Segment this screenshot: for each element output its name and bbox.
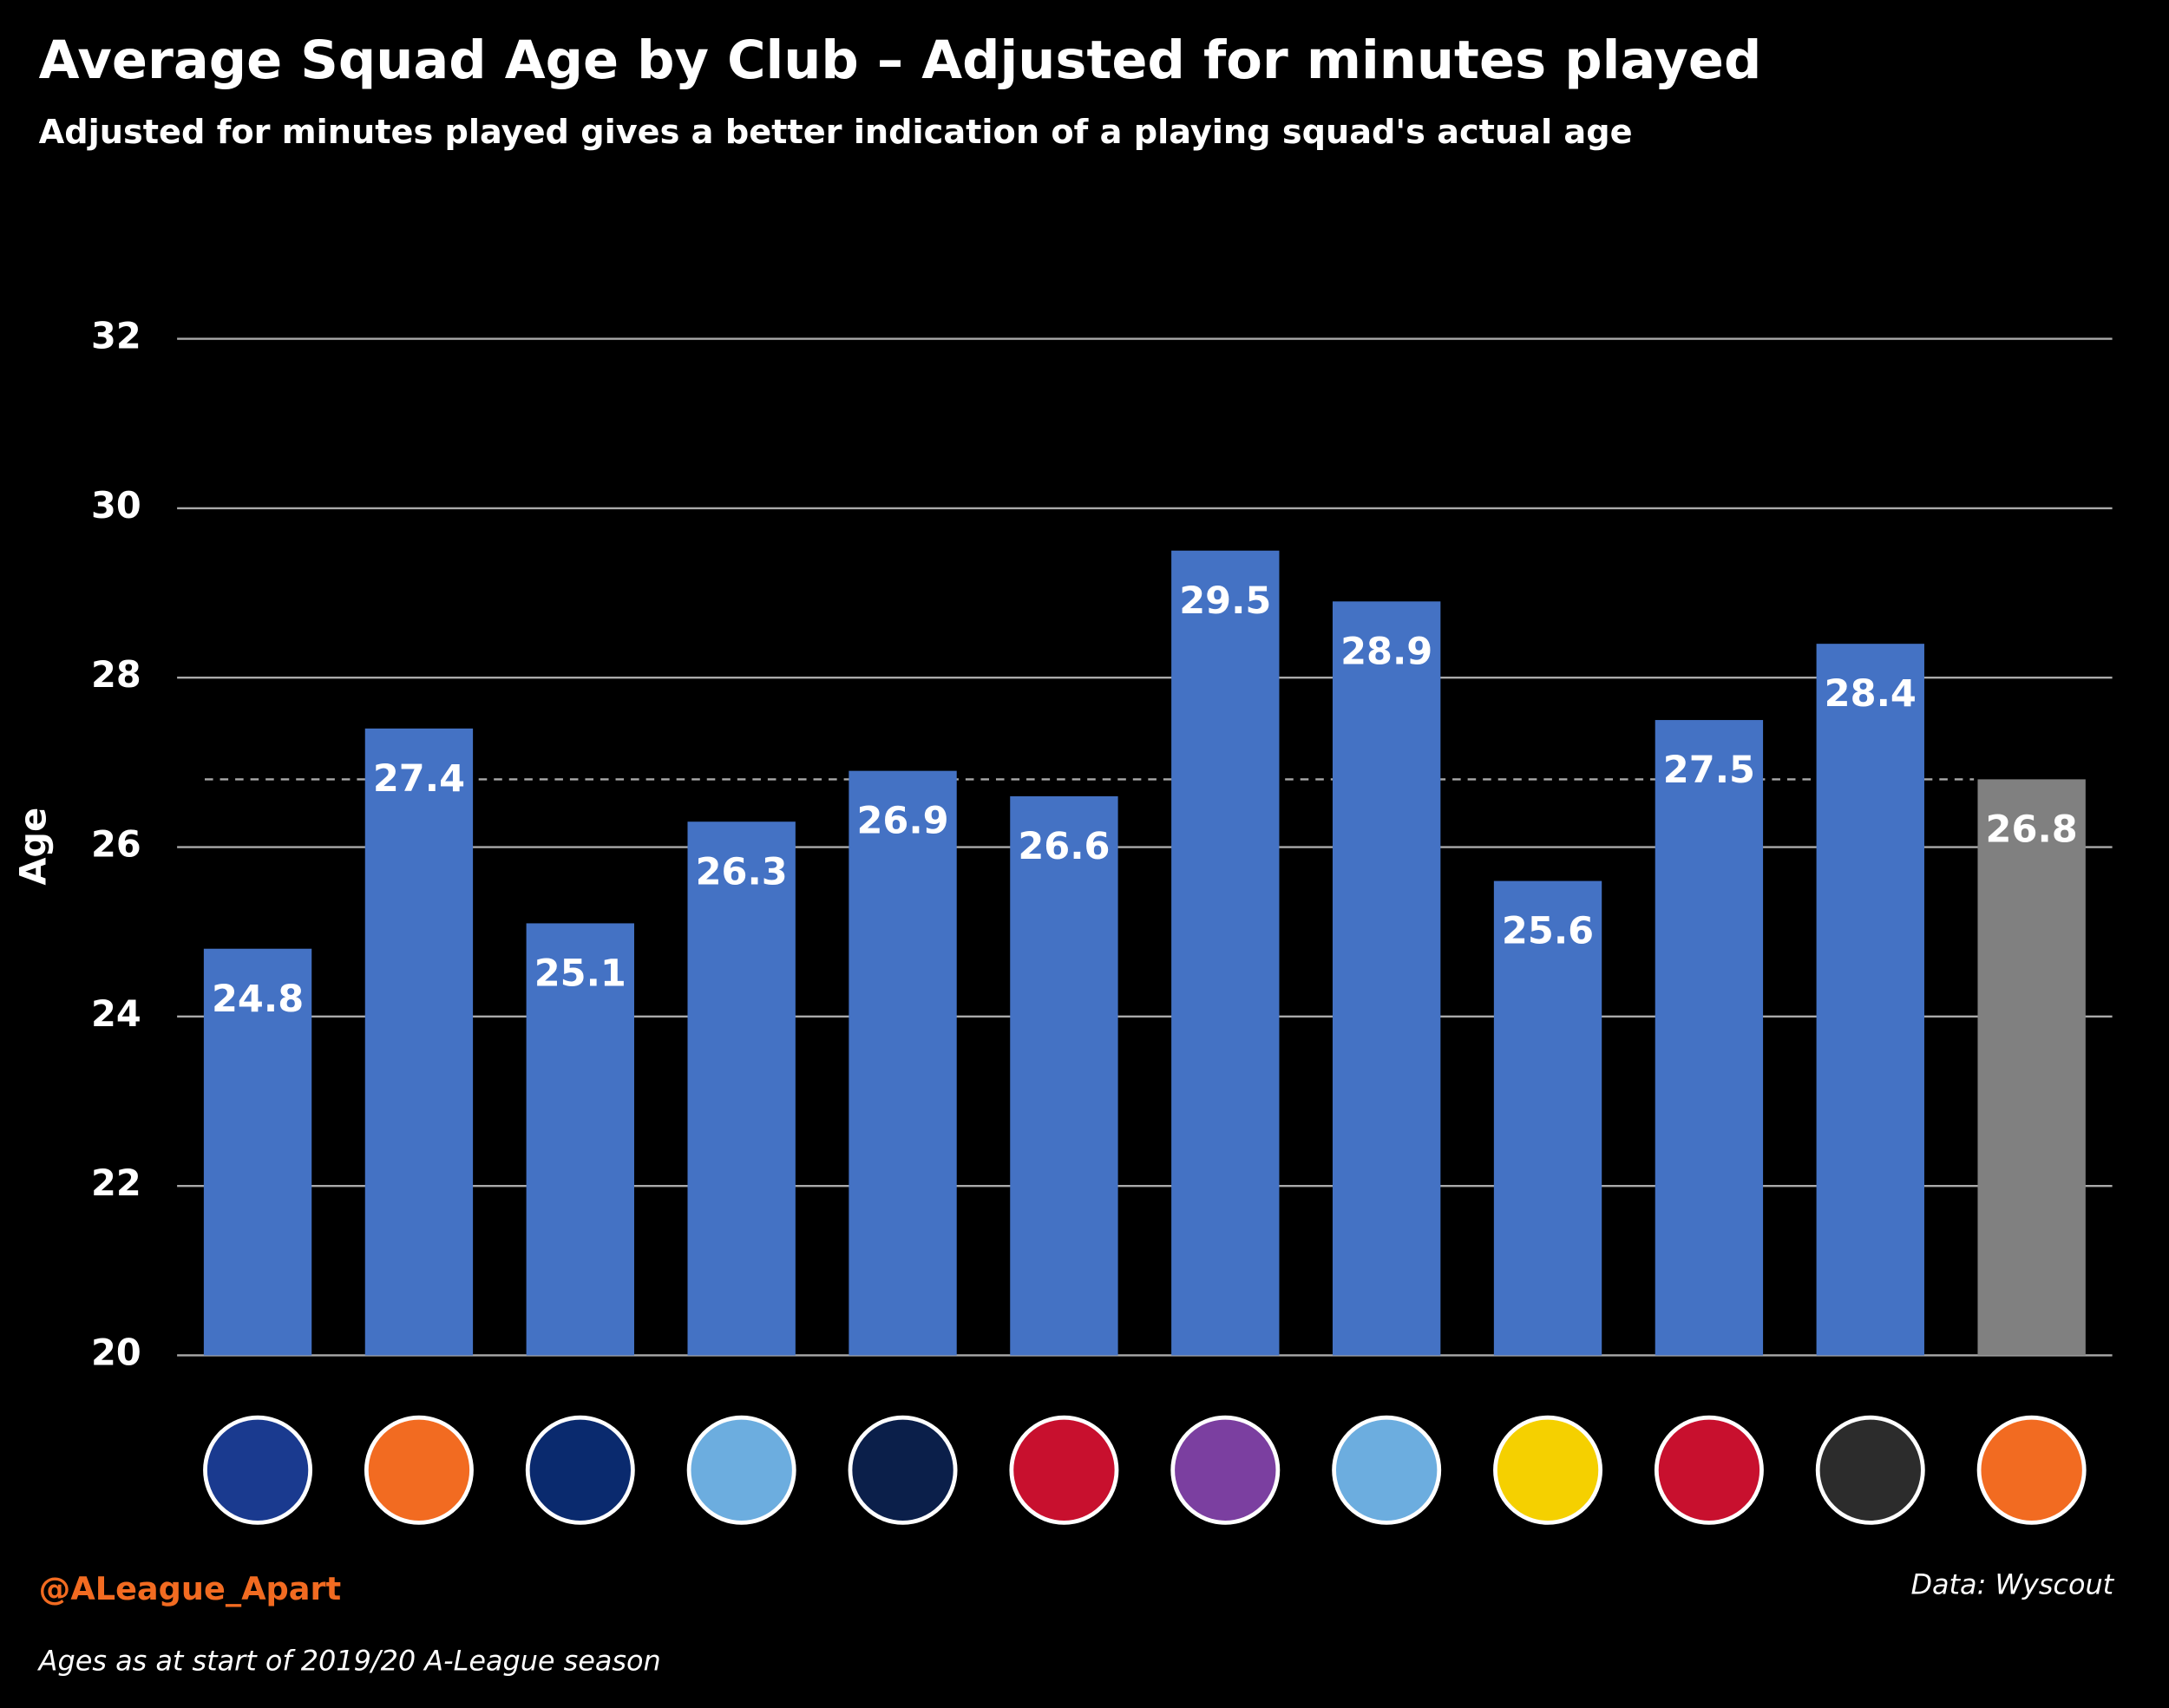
bar: [1816, 644, 1924, 1356]
source: Data: Wyscout: [1910, 1568, 2114, 1601]
bar: [1171, 550, 1280, 1356]
bar: [687, 821, 796, 1356]
bar: [849, 770, 957, 1356]
club-logo: [1976, 1415, 2087, 1525]
bar: [526, 923, 634, 1356]
bar: [1655, 720, 1764, 1356]
club-logo: [848, 1415, 958, 1525]
data-label: 24.8: [212, 978, 304, 1021]
bar: [203, 948, 312, 1356]
credit: @ALeague_Apart: [39, 1570, 341, 1607]
bar: [1977, 779, 2086, 1356]
chart-title: Average Squad Age by Club – Adjusted for…: [39, 30, 1762, 91]
club-logo: [364, 1415, 474, 1525]
y-tick-label: 28: [91, 654, 141, 696]
club-logo: [525, 1415, 635, 1525]
data-label: 27.4: [373, 757, 465, 801]
data-label: 26.6: [1018, 825, 1110, 868]
data-label: 26.9: [856, 800, 948, 843]
data-label: 28.4: [1825, 672, 1917, 716]
y-tick-label: 26: [91, 824, 141, 866]
bar: [1010, 795, 1118, 1356]
data-label: 26.8: [1986, 808, 2078, 851]
y-tick-label: 30: [91, 485, 141, 527]
data-label: 25.1: [534, 952, 626, 996]
club-logo: [1170, 1415, 1281, 1525]
bar: [1493, 880, 1602, 1356]
club-logo: [1493, 1415, 1603, 1525]
data-label: 27.5: [1663, 749, 1755, 792]
note: Ages as at start of 2019/20 A-League sea…: [37, 1644, 661, 1677]
club-logo: [203, 1415, 313, 1525]
club-logo: [1009, 1415, 1119, 1525]
club-logo: [1332, 1415, 1442, 1525]
y-axis-label: Age: [12, 808, 54, 886]
chart-subtitle: Adjusted for minutes played gives a bett…: [39, 113, 1633, 152]
data-label: 26.3: [696, 850, 788, 893]
y-tick-label: 20: [91, 1332, 141, 1373]
y-tick-label: 24: [91, 993, 141, 1035]
club-logo: [686, 1415, 796, 1525]
data-label: 25.6: [1502, 910, 1594, 953]
data-label: 28.9: [1340, 630, 1432, 673]
y-tick-label: 32: [91, 316, 141, 357]
bar: [1332, 601, 1441, 1356]
data-label: 29.5: [1179, 579, 1271, 623]
y-tick-label: 22: [91, 1162, 141, 1204]
bar: [364, 728, 474, 1356]
club-logo: [1654, 1415, 1764, 1525]
club-logo: [1815, 1415, 1925, 1525]
